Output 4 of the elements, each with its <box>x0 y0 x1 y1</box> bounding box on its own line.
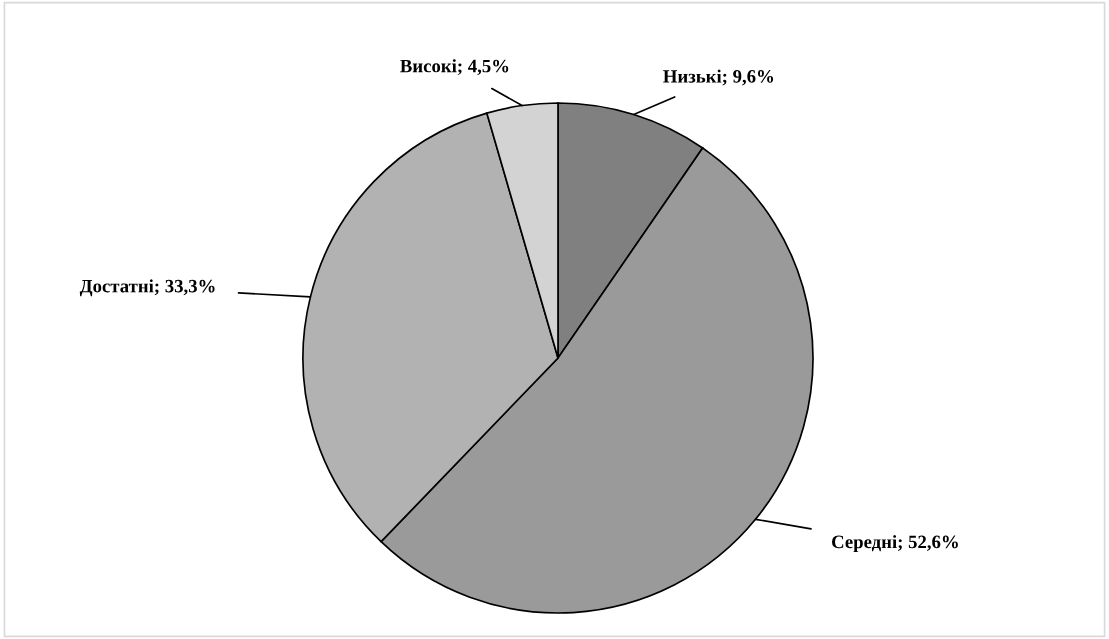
slice-label: Середні; 52,6% <box>832 535 958 552</box>
legend-label: Достатні; 33,3% <box>79 279 215 297</box>
slice-label: Високі; 4,5% <box>400 59 509 76</box>
slice-label: Низькі; 9,6% <box>663 69 774 86</box>
